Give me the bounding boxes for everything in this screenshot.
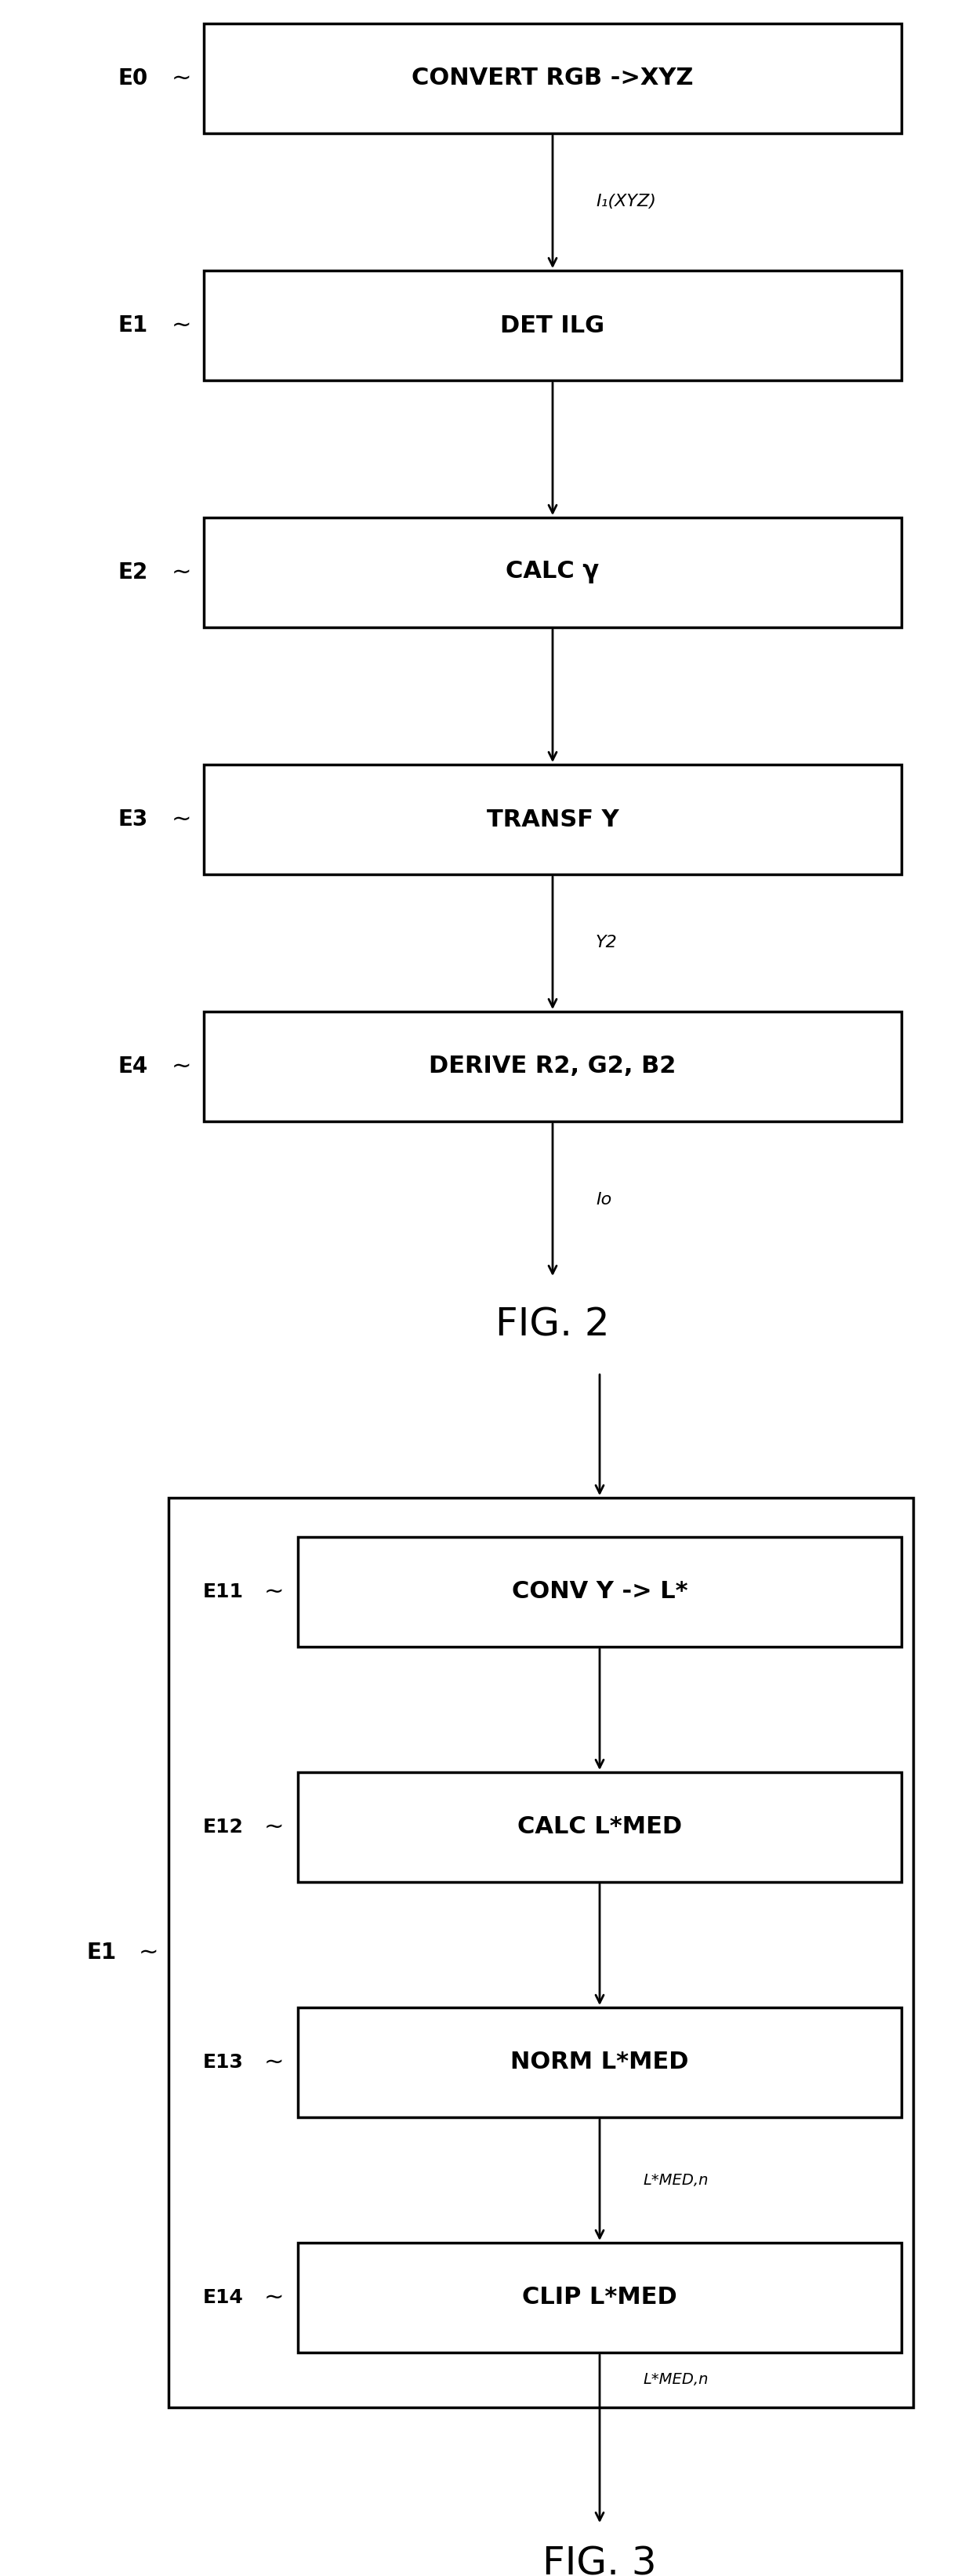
Text: ~: ~ <box>172 314 191 337</box>
Text: ~: ~ <box>172 1056 191 1077</box>
Text: L*MED,n: L*MED,n <box>642 2172 709 2187</box>
Text: E3: E3 <box>119 809 149 829</box>
Bar <box>297 2244 901 2352</box>
Text: L*MED,n: L*MED,n <box>642 2372 709 2388</box>
Text: DERIVE R2, G2, B2: DERIVE R2, G2, B2 <box>429 1056 677 1077</box>
Text: CLIP L*MED: CLIP L*MED <box>522 2287 677 2308</box>
Text: ~: ~ <box>264 2287 285 2308</box>
Text: ~: ~ <box>264 2050 285 2074</box>
Text: I₁(XYZ): I₁(XYZ) <box>596 193 656 209</box>
Text: CALC L*MED: CALC L*MED <box>517 1816 682 1839</box>
Bar <box>168 1497 914 2409</box>
Bar <box>297 1772 901 1883</box>
Text: E11: E11 <box>203 1582 244 1602</box>
Text: FIG. 3: FIG. 3 <box>542 2545 657 2576</box>
Bar <box>204 270 901 381</box>
Text: ~: ~ <box>172 809 191 832</box>
Text: ~: ~ <box>172 562 191 585</box>
Bar <box>204 518 901 629</box>
Bar <box>204 23 901 134</box>
Text: E2: E2 <box>119 562 149 582</box>
Bar <box>204 1012 901 1121</box>
Text: CALC γ: CALC γ <box>506 562 600 585</box>
Text: CONVERT RGB ->XYZ: CONVERT RGB ->XYZ <box>412 67 694 90</box>
Text: NORM L*MED: NORM L*MED <box>510 2050 689 2074</box>
Text: DET ILG: DET ILG <box>501 314 605 337</box>
Text: FIG. 2: FIG. 2 <box>496 1306 609 1345</box>
Text: CONV Y -> L*: CONV Y -> L* <box>511 1582 688 1602</box>
Text: E13: E13 <box>203 2053 244 2071</box>
Text: E4: E4 <box>119 1056 149 1077</box>
Text: E1: E1 <box>119 314 148 337</box>
Text: E0: E0 <box>119 67 149 90</box>
Text: Io: Io <box>596 1193 611 1208</box>
Text: ~: ~ <box>172 67 191 90</box>
Bar <box>204 765 901 873</box>
Bar <box>297 1538 901 1646</box>
Text: TRANSF Y: TRANSF Y <box>487 809 619 832</box>
Text: ~: ~ <box>264 1816 285 1839</box>
Bar <box>297 2007 901 2117</box>
Text: E14: E14 <box>203 2287 244 2308</box>
Text: ~: ~ <box>264 1582 285 1602</box>
Text: E12: E12 <box>203 1819 244 1837</box>
Text: Y2: Y2 <box>596 935 617 951</box>
Text: E1: E1 <box>87 1942 117 1963</box>
Text: ~: ~ <box>139 1942 159 1963</box>
